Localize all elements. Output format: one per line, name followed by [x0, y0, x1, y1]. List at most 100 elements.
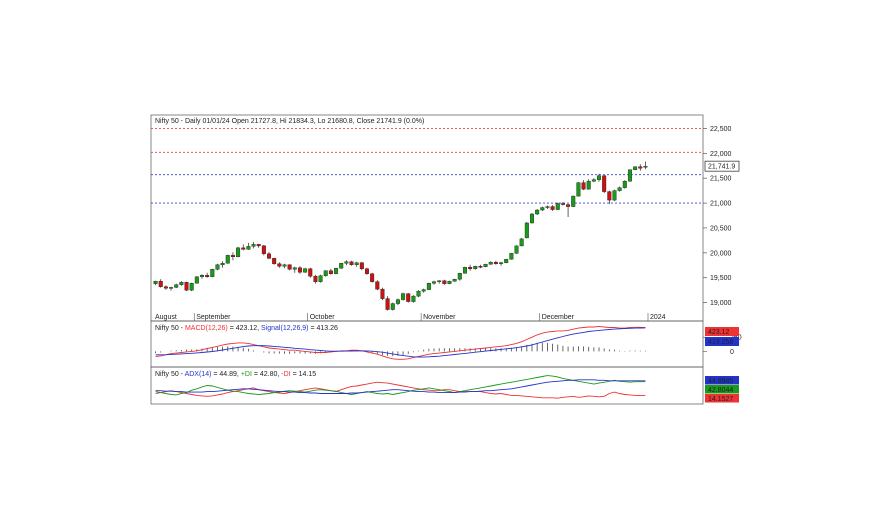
macd-header-value: = 423.12,: [228, 325, 261, 332]
candle-body: [390, 303, 395, 310]
candle-body: [529, 213, 534, 224]
candle-body: [251, 244, 256, 247]
price-axis: 22,500 22,000 21,500 21,000 20,500 20,000 19,5…: [703, 126, 740, 307]
month-label: 2024: [650, 314, 666, 321]
adx-panel: 44.8945 42.8044 14.1527: [155, 375, 739, 403]
price-tick-label: 20,500: [710, 225, 732, 232]
adx-header: Nifty 50 - ADX(14) = 44.89, +DI = 42.80,…: [155, 371, 316, 378]
candle-body: [174, 284, 179, 288]
candle-body: [370, 273, 375, 282]
candle-body: [540, 207, 545, 211]
mdi-header-label: -DI: [281, 371, 290, 378]
candle-body: [184, 281, 189, 291]
candle-body: [421, 289, 426, 292]
month-label: November: [423, 314, 456, 321]
time-axis: August September October November December 20…: [155, 313, 666, 321]
candle-body: [272, 258, 277, 264]
candle-body: [328, 270, 333, 274]
level-lines: [151, 128, 703, 204]
macd-header-name: Nifty 50 -: [155, 325, 185, 332]
adx-value-box: [705, 385, 739, 394]
candle-body: [179, 281, 184, 285]
price-tick-label: 21,000: [710, 201, 732, 208]
month-label: September: [196, 314, 231, 321]
candles: [153, 161, 648, 311]
candle-body: [344, 261, 349, 264]
candle-body: [380, 288, 385, 299]
candle-body: [483, 264, 488, 267]
candle-body: [576, 182, 581, 197]
macd-line: [155, 325, 646, 360]
candle-body: [163, 286, 168, 289]
candle-body: [246, 246, 251, 250]
candle-body: [287, 264, 292, 270]
candle-body: [220, 263, 225, 265]
price-header: Nifty 50 - Daily 01/01/24 Open 21727.8, …: [155, 118, 424, 125]
candle-body: [524, 222, 529, 239]
candle-body: [318, 275, 323, 282]
adx-value-label: 42.8044: [708, 387, 733, 394]
candle-body: [169, 287, 174, 289]
candle-body: [210, 269, 215, 277]
adx-value-box: [705, 376, 739, 385]
candle-body: [256, 244, 261, 247]
candle-body: [354, 262, 359, 265]
candle-body: [205, 275, 210, 277]
candle-body: [638, 166, 643, 169]
candle-body: [225, 255, 230, 264]
month-label: October: [310, 314, 336, 321]
candle-body: [349, 261, 354, 265]
candle-body: [622, 180, 627, 188]
candle-body: [406, 293, 411, 302]
price-tick-label: 20,000: [710, 250, 732, 257]
price-tick-label: 19,500: [710, 275, 732, 282]
candle-body: [416, 290, 421, 297]
candle-body: [488, 262, 493, 265]
candle-body: [215, 264, 220, 270]
candle-body: [426, 282, 431, 290]
candle-body: [473, 266, 478, 269]
candle-body: [514, 245, 519, 254]
adx-value-label: 44.8945: [708, 378, 733, 385]
candle-body: [499, 262, 504, 264]
macd-value-box: [705, 337, 739, 346]
last-price-label: 21,741.9: [708, 164, 735, 171]
candle-body: [241, 247, 246, 250]
candle-body: [509, 253, 514, 260]
candle-body: [199, 275, 204, 277]
macd-value-box: [705, 327, 739, 336]
candle-body: [236, 247, 241, 258]
candle-body: [643, 166, 648, 168]
candle-body: [261, 245, 266, 255]
adx-value-box: [705, 394, 739, 403]
signal-header-label: Signal(12,26,9): [261, 325, 308, 332]
candle-body: [282, 264, 287, 267]
candle-body: [560, 203, 565, 205]
candle-body: [432, 281, 437, 284]
adx-panel-frame: [150, 366, 704, 405]
macd-header-label: MACD(12,26): [185, 325, 228, 332]
macd-value-label: 413.258: [708, 339, 733, 346]
candle-body: [566, 204, 571, 207]
candle-body: [452, 279, 457, 282]
candle-body: [627, 169, 632, 182]
candle-body: [545, 206, 550, 208]
candle-body: [334, 268, 339, 274]
pdi-header-value: = 42.80,: [252, 371, 281, 378]
candle-body: [447, 280, 452, 284]
macd-value-label: 423.12: [708, 329, 730, 336]
candle-body: [323, 270, 328, 276]
candle-body: [189, 282, 194, 291]
price-tick-label: 19,000: [710, 300, 732, 307]
price-tick-label: 22,500: [710, 126, 732, 133]
candle-body: [519, 238, 524, 247]
adx-value-label: 14.1527: [708, 396, 733, 403]
candle-body: [153, 280, 158, 284]
candle-body: [591, 179, 596, 182]
pdi-header-label: +DI: [241, 371, 252, 378]
candle-body: [292, 267, 297, 270]
candle-body: [442, 280, 447, 284]
candle-body: [555, 203, 560, 210]
candle-body: [313, 276, 318, 282]
candle-body: [308, 268, 313, 277]
